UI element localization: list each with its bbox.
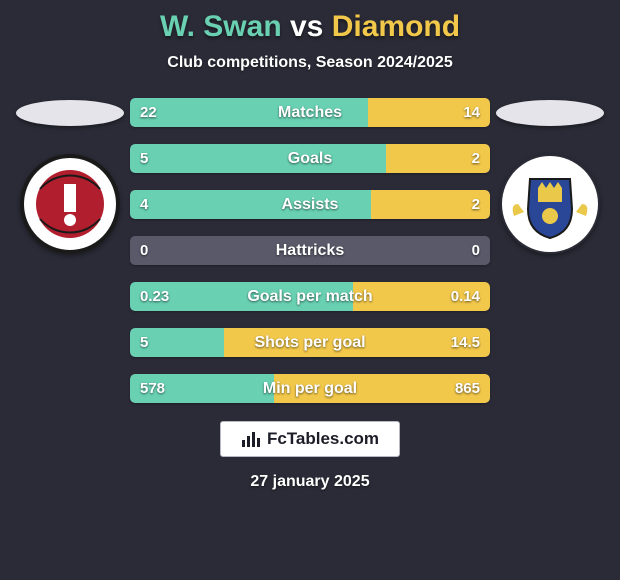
stat-value-left: 578: [140, 374, 165, 403]
stat-value-left: 22: [140, 98, 157, 127]
bar-chart-icon: [241, 430, 261, 448]
stat-row: 514.5Shots per goal: [130, 328, 490, 357]
player1-ellipse: [16, 100, 124, 126]
stat-value-left: 5: [140, 328, 148, 357]
left-side: [10, 90, 130, 254]
subtitle: Club competitions, Season 2024/2025: [167, 54, 452, 72]
stat-value-right: 0: [472, 236, 480, 265]
stat-row: 578865Min per goal: [130, 374, 490, 403]
right-club-badge: [500, 154, 600, 254]
stat-label: Hattricks: [130, 236, 490, 265]
stat-value-right: 0.14: [451, 282, 480, 311]
stat-value-right: 2: [472, 144, 480, 173]
brand-box[interactable]: FcTables.com: [220, 421, 400, 457]
date-text: 27 january 2025: [250, 473, 369, 491]
stat-value-right: 2: [472, 190, 480, 219]
player2-ellipse: [496, 100, 604, 126]
stat-value-left: 0: [140, 236, 148, 265]
comparison-card: W. Swan vs Diamond Club competitions, Se…: [0, 0, 620, 580]
stat-fill-left: [130, 190, 371, 219]
crawley-town-badge-icon: [20, 154, 120, 254]
stat-row: 0.230.14Goals per match: [130, 282, 490, 311]
stat-fill-left: [130, 98, 368, 127]
stat-value-right: 865: [455, 374, 480, 403]
stats-bars: 2214Matches52Goals42Assists00Hattricks0.…: [130, 90, 490, 403]
vs-text: vs: [290, 10, 323, 43]
stat-value-right: 14.5: [451, 328, 480, 357]
left-club-badge: [20, 154, 120, 254]
player2-name: Diamond: [332, 10, 460, 43]
stat-value-right: 14: [463, 98, 480, 127]
brand-text: FcTables.com: [267, 429, 379, 449]
stat-row: 52Goals: [130, 144, 490, 173]
stat-fill-left: [130, 144, 386, 173]
right-side: [490, 90, 610, 254]
stat-row: 0 0Hattricks: [130, 236, 490, 265]
stat-value-left: 0.23: [140, 282, 169, 311]
stat-value-left: 4: [140, 190, 148, 219]
stockport-county-badge-icon: [500, 154, 600, 254]
stat-row: 2214Matches: [130, 98, 490, 127]
stat-row: 42Assists: [130, 190, 490, 219]
footer: FcTables.com 27 january 2025: [220, 421, 400, 491]
player1-name: W. Swan: [160, 10, 282, 43]
content-row: 2214Matches52Goals42Assists00Hattricks0.…: [0, 90, 620, 403]
stat-value-left: 5: [140, 144, 148, 173]
page-title: W. Swan vs Diamond: [160, 10, 460, 44]
